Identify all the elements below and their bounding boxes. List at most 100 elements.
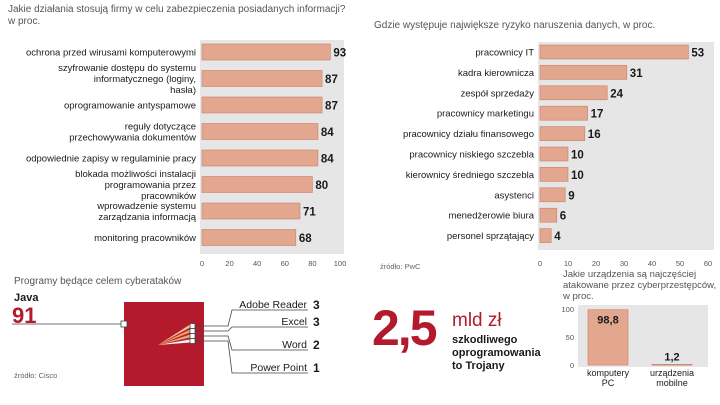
left-bar [201, 229, 297, 246]
right-bar [539, 187, 566, 203]
left-category-label: przechowywania dokumentów [69, 133, 196, 144]
right-bar [539, 85, 608, 101]
program-value: 3 [313, 298, 320, 312]
program-connector [189, 333, 196, 339]
left-data-label: 84 [321, 154, 334, 166]
program-connector [189, 338, 196, 344]
right-x-tick-label: 60 [704, 259, 712, 268]
devices-title-line-1: Jakie urządzenia są najczęściej [563, 269, 697, 280]
right-chart-source: źródło: PwC [380, 262, 421, 271]
right-category-label: pracownicy IT [475, 48, 534, 59]
right-category-label: kadra kierownicza [458, 68, 535, 79]
right-x-tick-label: 10 [564, 259, 572, 268]
program-fan-beam [158, 334, 190, 345]
left-category-label: zarządzania informacją [98, 212, 196, 223]
program-leader-line [195, 340, 308, 374]
left-bar [201, 43, 331, 61]
devices-y-tick-label: 0 [570, 361, 574, 370]
right-category-label: pracownicy działu finansowego [403, 129, 534, 140]
programs-title: Programy będące celem cyberataków [14, 276, 182, 287]
devices-data-label: 1,2 [664, 351, 679, 363]
left-category-label: wprowadzenie systemu [96, 201, 196, 212]
right-category-label: pracownicy marketingu [437, 109, 534, 120]
right-x-tick-label: 40 [648, 259, 656, 268]
devices-data-label: 98,8 [597, 315, 618, 327]
program-value: 2 [313, 338, 320, 352]
devices-y-tick-label: 100 [561, 305, 574, 314]
java-connector [120, 320, 128, 328]
left-chart-unit: w proc. [8, 16, 41, 27]
right-bar [539, 146, 569, 162]
programs-source: źródło: Cisco [14, 371, 58, 380]
program-fan-beam [158, 324, 190, 345]
devices-category-label: mobilne [656, 378, 688, 388]
left-bar [201, 70, 323, 87]
program-label: Word [282, 339, 307, 351]
program-connector [189, 328, 196, 334]
right-data-label: 53 [691, 48, 704, 60]
left-category-label: blokada możliwości instalacji [75, 169, 196, 180]
left-bar [201, 123, 319, 140]
java-label: Java [14, 292, 39, 304]
left-x-tick-label: 40 [253, 259, 261, 268]
devices-bar [651, 364, 693, 366]
right-category-label: zespół sprzedaży [461, 88, 535, 99]
right-category-label: personel sprzątający [447, 231, 534, 242]
right-category-label: asystenci [494, 190, 534, 201]
left-data-label: 87 [325, 101, 338, 113]
left-x-tick-label: 0 [200, 259, 204, 268]
left-bar [201, 202, 301, 220]
devices-title-line-2: atakowane przez cyberprzestępców, [563, 280, 717, 291]
left-data-label: 87 [325, 74, 338, 86]
devices-y-tick-label: 50 [566, 333, 574, 342]
left-category-label: reguły dotyczące [125, 122, 196, 133]
left-category-label: pracowników [141, 191, 196, 202]
right-bar [539, 126, 586, 141]
devices-title-line-3: w proc. [563, 291, 594, 302]
left-category-label: hasła) [170, 85, 196, 96]
right-bar [539, 167, 569, 182]
left-category-label: oprogramowanie antyspamowe [64, 101, 196, 112]
right-x-tick-label: 20 [592, 259, 600, 268]
left-bar [201, 176, 313, 193]
devices-category-label: komputery [587, 368, 630, 378]
left-data-label: 84 [321, 127, 334, 139]
left-x-tick-label: 80 [308, 259, 316, 268]
left-bar [201, 149, 319, 167]
left-chart-title: Jakie działania stosują firmy w celu zab… [8, 4, 346, 15]
program-connector [189, 323, 196, 329]
right-bar-chart: 0 10 20 30 40 50 60 53 pracownicy IT 31 kadra kier… [403, 42, 714, 268]
left-category-label: szyfrowanie dostępu do systemu [58, 63, 196, 74]
headline-text: szkodliwego oprogramowania to Trojany [452, 334, 541, 373]
program-label: Power Point [250, 362, 307, 374]
right-bar [539, 65, 628, 80]
right-bar [539, 105, 588, 121]
devices-category-label: urządzenia [650, 368, 694, 378]
right-data-label: 10 [571, 150, 584, 162]
left-data-label: 80 [315, 180, 328, 192]
right-data-label: 31 [630, 68, 643, 80]
left-category-label: monitoring pracowników [94, 233, 196, 244]
right-data-label: 24 [610, 88, 623, 100]
program-value: 3 [313, 315, 320, 329]
program-label: Adobe Reader [239, 299, 307, 311]
program-value: 1 [313, 361, 320, 375]
left-category-label: programowania przez [105, 180, 197, 191]
right-bar [539, 207, 558, 223]
left-bar-chart: 0 20 40 60 80 100 93 ochrona przed wirusami kom… [26, 40, 347, 268]
headline-line-1: szkodliwego [452, 334, 518, 346]
devices-bar [587, 309, 629, 366]
headline-number: 2,5 [372, 300, 438, 356]
programs-diagram: Adobe Reader 3 Excel 3 Word 2 Power Point 1 [12, 298, 320, 386]
right-chart-title: Gdzie występuje największe ryzyko narusz… [374, 20, 656, 31]
left-x-tick-label: 100 [334, 259, 347, 268]
right-data-label: 10 [571, 170, 584, 182]
program-leader-line [195, 335, 308, 351]
right-bar [539, 44, 689, 60]
right-category-label: kierownicy średniego szczebla [406, 170, 535, 181]
left-bar [201, 96, 323, 114]
program-fan-beam [158, 329, 190, 345]
devices-title: Jakie urządzenia są najczęściej atakowan… [563, 269, 720, 302]
right-x-tick-label: 30 [620, 259, 628, 268]
